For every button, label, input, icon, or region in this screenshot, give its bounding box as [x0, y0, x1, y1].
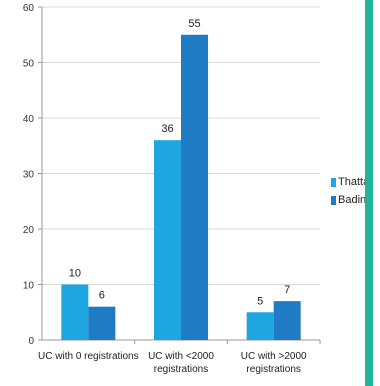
decorative-side-bar: [365, 0, 373, 386]
x-tick-label: UC with >2000: [241, 351, 307, 362]
legend: Thatta Badin: [331, 173, 369, 209]
bar-thatta: [154, 140, 181, 340]
data-label: 36: [161, 123, 173, 135]
x-tick-label: registrations: [154, 364, 208, 375]
bar-badin: [273, 301, 301, 340]
legend-label-badin: Badin: [338, 194, 367, 206]
x-tick-label: UC with <2000: [148, 351, 214, 362]
bar-thatta: [61, 284, 89, 340]
x-tick-label: UC with 0 registrations: [38, 351, 139, 362]
y-tick-label: 30: [23, 170, 35, 181]
data-label: 55: [188, 18, 200, 30]
legend-item-badin: Badin: [331, 191, 369, 209]
bar-badin: [88, 306, 116, 340]
data-label: 7: [284, 284, 290, 296]
y-tick-label: 20: [23, 225, 35, 236]
legend-swatch-badin: [331, 195, 336, 205]
y-tick-label: 50: [23, 59, 35, 70]
x-tick-label: registrations: [246, 364, 300, 375]
y-tick-label: 0: [28, 336, 34, 347]
y-tick-label: 60: [23, 3, 35, 14]
bar-thatta: [246, 312, 274, 340]
legend-swatch-thatta: [331, 177, 336, 187]
y-tick-label: 40: [23, 114, 35, 125]
legend-item-thatta: Thatta: [331, 173, 369, 191]
legend-label-thatta: Thatta: [338, 176, 370, 188]
data-label: 10: [69, 268, 81, 280]
bar-badin: [181, 34, 208, 340]
data-label: 6: [99, 290, 105, 302]
data-label: 5: [257, 295, 263, 307]
y-tick-label: 10: [23, 281, 35, 292]
